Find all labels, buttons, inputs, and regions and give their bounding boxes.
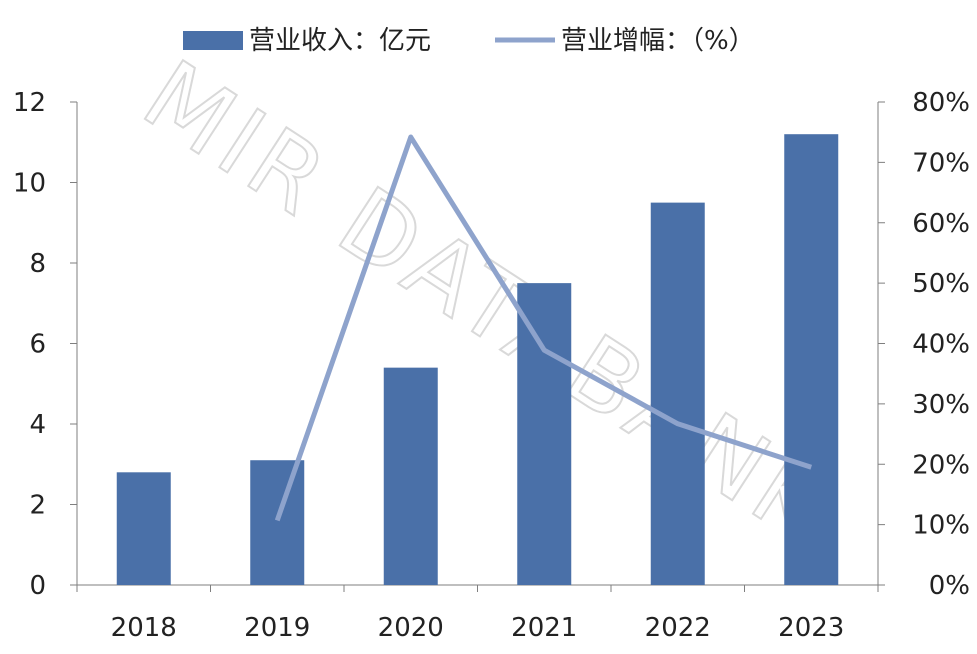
legend-bar-label: 营业收入：亿元 xyxy=(249,26,431,56)
x-tick-label: 2018 xyxy=(111,613,177,643)
right-tick-label: 50% xyxy=(912,269,970,299)
left-tick-label: 0 xyxy=(29,571,46,601)
x-tick-label: 2022 xyxy=(645,613,711,643)
legend-line-label: 营业增幅：（%） xyxy=(561,26,755,56)
left-tick-label: 10 xyxy=(13,169,46,199)
right-tick-label: 30% xyxy=(912,390,970,420)
x-tick-label: 2023 xyxy=(778,613,844,643)
watermark: MIR DATABANK xyxy=(125,39,852,565)
right-tick-label: 60% xyxy=(912,209,970,239)
bar-2019 xyxy=(250,460,305,585)
tick-labels: 0 2 4 6 8 10 12 0% 10% 20% 30% 40% 50% 60% 70% 80% 2018 2… xyxy=(13,88,970,643)
legend-bar-swatch xyxy=(183,31,243,50)
left-tick-label: 12 xyxy=(13,88,46,118)
axes xyxy=(70,101,885,592)
x-tick-label: 2020 xyxy=(378,613,444,643)
bar-series xyxy=(116,134,839,585)
left-tick-label: 2 xyxy=(29,491,46,521)
right-tick-label: 40% xyxy=(912,330,970,360)
bar-2022 xyxy=(650,202,705,585)
right-tick-label: 70% xyxy=(912,148,970,178)
left-tick-label: 4 xyxy=(29,410,46,440)
right-tick-label: 80% xyxy=(912,88,970,118)
legend: 营业收入：亿元 营业增幅：（%） xyxy=(183,26,755,56)
right-tick-label: 20% xyxy=(912,450,970,480)
x-tick-label: 2021 xyxy=(511,613,577,643)
left-tick-label: 8 xyxy=(29,249,46,279)
bar-2018 xyxy=(116,472,171,585)
left-tick-label: 6 xyxy=(29,330,46,360)
right-tick-label: 0% xyxy=(929,571,970,601)
x-tick-label: 2019 xyxy=(244,613,310,643)
bar-2021 xyxy=(517,283,572,585)
bar-2023 xyxy=(784,134,839,585)
line-series xyxy=(274,134,813,522)
bar-2020 xyxy=(383,367,438,585)
right-tick-label: 10% xyxy=(912,511,970,541)
